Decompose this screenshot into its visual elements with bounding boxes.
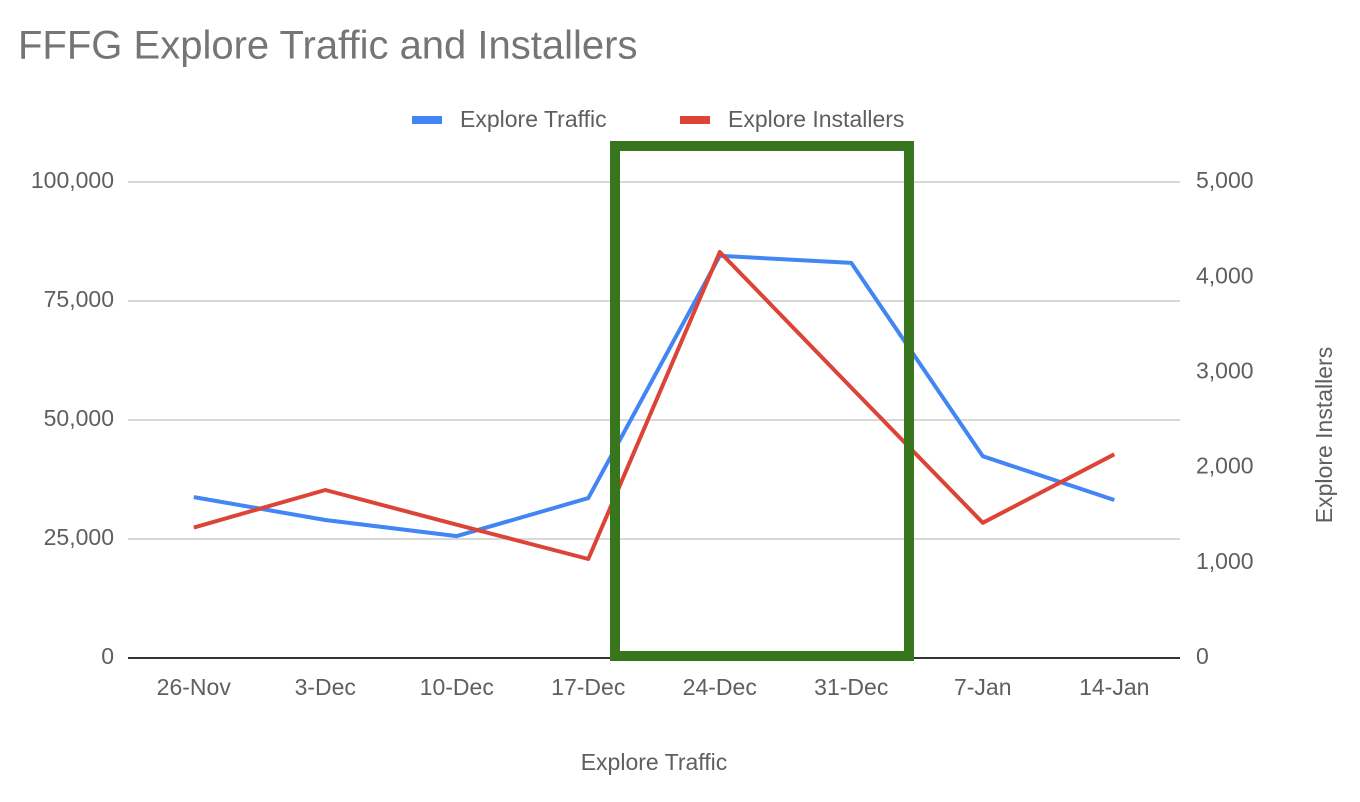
plot-area: 0 25,000 50,000 75,000 100,000 0 1,000 2,000 3,0… bbox=[31, 106, 1254, 700]
y2-tick-label: 0 bbox=[1196, 643, 1209, 669]
y2-axis-title: Explore Installers bbox=[1311, 347, 1337, 523]
legend-label: Explore Traffic bbox=[460, 106, 607, 132]
y2-tick-label: 5,000 bbox=[1196, 167, 1254, 193]
y-tick-label: 0 bbox=[101, 643, 114, 669]
y2-tick-label: 1,000 bbox=[1196, 548, 1254, 574]
series-line bbox=[193, 250, 1116, 561]
x-tick-label: 31-Dec bbox=[814, 674, 888, 700]
series-line bbox=[193, 253, 1115, 539]
legend-label: Explore Installers bbox=[728, 106, 904, 132]
legend-swatch bbox=[412, 116, 442, 124]
y-tick-label: 50,000 bbox=[44, 405, 114, 431]
chart-title: FFFG Explore Traffic and Installers bbox=[18, 24, 637, 68]
y2-tick-label: 4,000 bbox=[1196, 262, 1254, 288]
y-tick-label: 100,000 bbox=[31, 167, 114, 193]
x-axis-title: Explore Traffic bbox=[581, 749, 728, 775]
y2-tick-label: 2,000 bbox=[1196, 453, 1254, 479]
x-tick-label: 14-Jan bbox=[1079, 674, 1149, 700]
x-tick-label: 17-Dec bbox=[551, 674, 625, 700]
x-tick-label: 24-Dec bbox=[683, 674, 757, 700]
legend-swatch bbox=[680, 116, 710, 124]
y-tick-label: 25,000 bbox=[44, 524, 114, 550]
y2-tick-label: 3,000 bbox=[1196, 357, 1254, 383]
x-tick-label: 3-Dec bbox=[295, 674, 356, 700]
x-tick-label: 26-Nov bbox=[157, 674, 232, 700]
y-tick-label: 75,000 bbox=[44, 286, 114, 312]
x-tick-label: 7-Jan bbox=[954, 674, 1012, 700]
highlight-box bbox=[610, 141, 914, 661]
x-tick-label: 10-Dec bbox=[420, 674, 494, 700]
